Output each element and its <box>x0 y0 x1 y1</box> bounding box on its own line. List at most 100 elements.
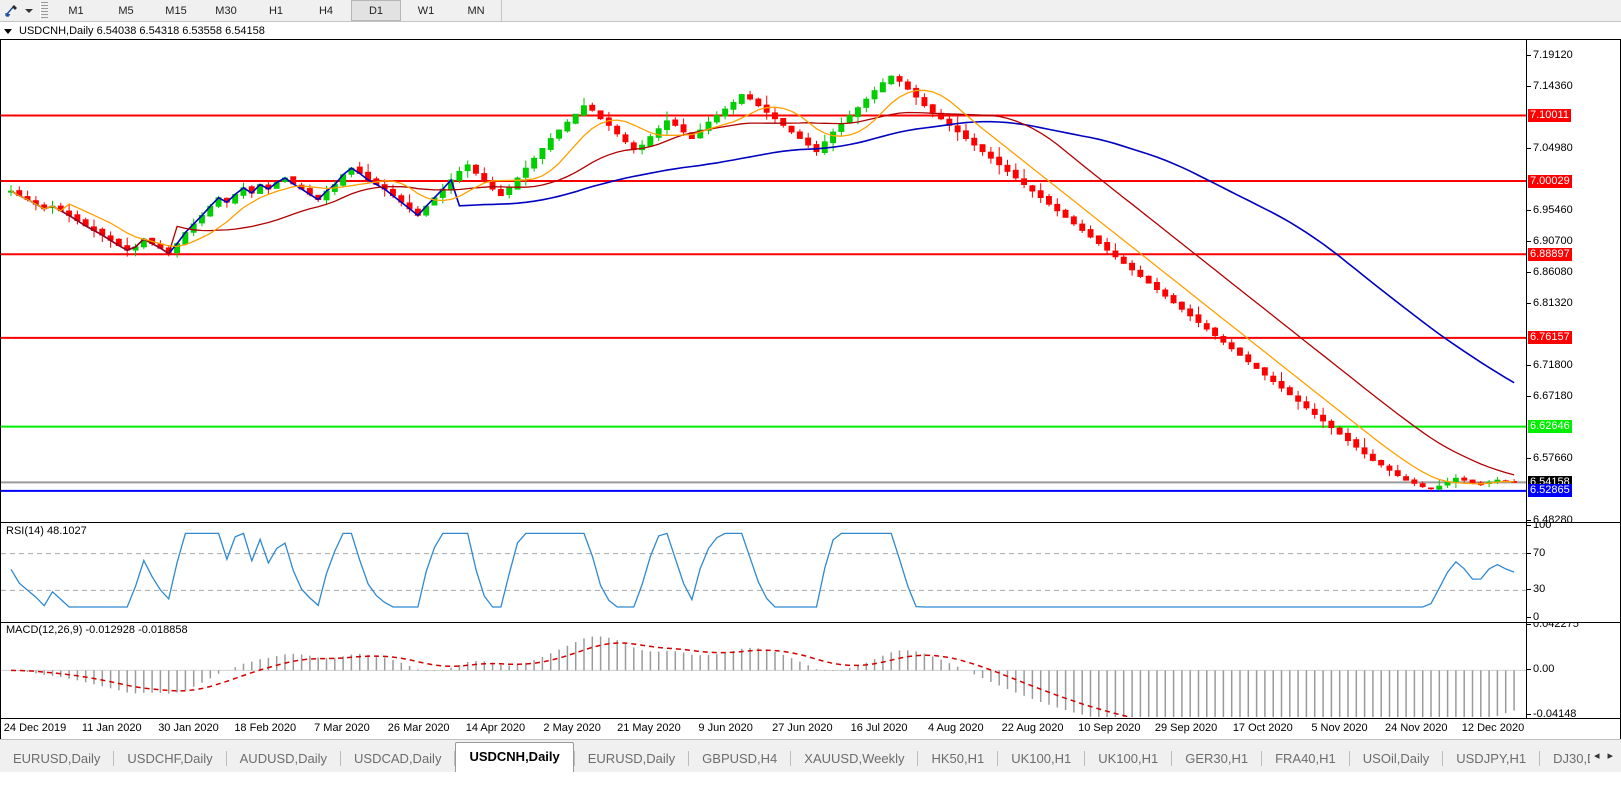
chart-tab-hk50-h1[interactable]: HK50,H1 <box>918 746 998 772</box>
time-tick-label: 24 Nov 2020 <box>1385 722 1448 734</box>
rsi-label: RSI(14) 48.1027 <box>5 525 88 537</box>
price-tick-label: 6.86080 <box>1533 265 1573 278</box>
time-tick-label: 7 Mar 2020 <box>314 722 370 734</box>
chart-tab-ger30-h1[interactable]: GER30,H1 <box>1172 746 1262 772</box>
time-tick-label: 16 Jul 2020 <box>850 722 908 734</box>
chart-tab-strip: EURUSD,Daily USDCHF,Daily AUDUSD,Daily USDC… <box>0 740 1590 772</box>
chart-tab-dj30-daily[interactable]: DJ30,Daily <box>1540 746 1590 772</box>
chart-window: USDCNH,Daily 6.54038 6.54318 6.53558 6.5… <box>0 22 1621 739</box>
tab-separator <box>997 751 999 766</box>
tab-separator <box>790 751 792 766</box>
chart-symbol-bar: USDCNH,Daily 6.54038 6.54318 6.53558 6.5… <box>0 23 1621 40</box>
price-tick-label: 6.71800 <box>1533 359 1573 372</box>
rsi-tick-label: 0 <box>1533 611 1540 623</box>
rsi-pane[interactable]: RSI(14) 48.1027 100 70 30 0 <box>0 523 1621 623</box>
tab-separator <box>1442 751 1444 766</box>
triangle-down-icon[interactable] <box>4 28 12 34</box>
chart-tab-uk100-h1[interactable]: UK100,H1 <box>1085 746 1172 772</box>
chart-tab-eurusd-daily[interactable]: EURUSD,Daily <box>574 746 689 772</box>
time-tick-label: 22 Aug 2020 <box>1001 722 1064 734</box>
chart-tab-xauusd-weekly[interactable]: XAUUSD,Weekly <box>791 746 918 772</box>
price-tick-label: 7.19120 <box>1533 48 1573 61</box>
time-tick-label: 2 May 2020 <box>543 722 601 734</box>
time-tick-label: 9 Jun 2020 <box>698 722 753 734</box>
chart-tab-bar: EURUSD,Daily USDCHF,Daily AUDUSD,Daily USDC… <box>0 739 1621 772</box>
chart-tab-eurusd-daily[interactable]: EURUSD,Daily <box>0 746 114 772</box>
price-marker-label: 7.10011 <box>1528 108 1571 122</box>
chart-tab-usdcad-daily[interactable]: USDCAD,Daily <box>341 746 455 772</box>
rsi-plot-area[interactable]: RSI(14) 48.1027 <box>1 523 1527 622</box>
rsi-tick-label: 70 <box>1533 546 1546 559</box>
timeframe-d1[interactable]: D1 <box>351 0 401 21</box>
tab-separator <box>1539 751 1541 766</box>
chart-tab-usdcnh-daily[interactable]: USDCNH,Daily <box>455 742 574 772</box>
time-tick-label: 5 Nov 2020 <box>1311 722 1368 734</box>
time-tick-label: 27 Jun 2020 <box>772 722 833 734</box>
price-tick-label: 6.48280 <box>1533 514 1573 523</box>
price-tick-label: 6.95460 <box>1533 204 1573 217</box>
price-pane[interactable]: 7.19120 7.14360 7.04980 6.95460 6.90700 6.860… <box>0 40 1621 523</box>
price-marker-label: 6.76157 <box>1528 331 1572 345</box>
timeframe-mn[interactable]: MN <box>467 4 485 17</box>
chevron-left-icon[interactable]: ◂ <box>1593 750 1600 762</box>
crosshair-cursor-icon[interactable] <box>2 1 22 21</box>
price-tick-label: 7.04980 <box>1533 141 1573 154</box>
rsi-chart-svg <box>1 532 1527 608</box>
macd-plot-area[interactable]: MACD(12,26,9) -0.012928 -0.018858 <box>1 623 1527 718</box>
time-tick-label: 24 Dec 2019 <box>3 722 67 734</box>
toolbar-drag-grip[interactable] <box>40 2 48 20</box>
macd-chart-svg <box>1 636 1527 717</box>
price-chart-svg <box>1 74 1527 492</box>
tab-separator <box>225 751 227 766</box>
tab-separator <box>454 751 456 766</box>
rsi-tick-label: 30 <box>1533 583 1546 596</box>
chevron-right-icon[interactable]: ▸ <box>1607 750 1613 762</box>
time-tick-label: 4 Aug 2020 <box>927 722 984 734</box>
tab-separator <box>1084 751 1086 766</box>
rsi-tick-label: 100 <box>1533 523 1552 531</box>
price-plot-area[interactable] <box>1 40 1527 522</box>
timeframe-h4[interactable]: H4 <box>318 4 334 17</box>
timeframe-m1[interactable]: M1 <box>68 4 84 17</box>
chart-tab-gbpusd-h4[interactable]: GBPUSD,H4 <box>689 746 791 772</box>
time-tick-label: 17 Oct 2020 <box>1232 722 1293 734</box>
macd-tick-label: 0.042275 <box>1533 623 1579 630</box>
chart-tab-usdjpy-h1[interactable]: USDJPY,H1 <box>1443 746 1540 772</box>
time-tick-label: 12 Dec 2020 <box>1461 722 1525 734</box>
macd-pane[interactable]: MACD(12,26,9) -0.012928 -0.018858 0.0422… <box>0 623 1621 719</box>
price-marker-label: 6.52865 <box>1528 484 1572 498</box>
timeframe-w1[interactable]: W1 <box>417 4 435 17</box>
tab-separator <box>573 751 575 766</box>
time-tick-label: 11 Jan 2020 <box>81 722 142 734</box>
price-marker-label: 7.00029 <box>1528 174 1572 188</box>
tab-separator <box>1171 751 1173 766</box>
toolbar-empty-area <box>502 0 1621 21</box>
macd-axis[interactable]: 0.042275 0.00 -0.04148 <box>1526 623 1620 718</box>
price-tick-label: 6.57660 <box>1533 452 1573 465</box>
timeframe-m5[interactable]: M5 <box>118 4 134 17</box>
macd-tick-label: -0.04148 <box>1533 708 1577 719</box>
timeframe-m15[interactable]: M15 <box>165 4 187 17</box>
rsi-axis[interactable]: 100 70 30 0 <box>1526 523 1620 622</box>
price-tick-label: 7.14360 <box>1533 79 1573 92</box>
price-tick-label: 6.81320 <box>1533 296 1573 309</box>
tab-scroll-controls: ◂ ▸ <box>1590 740 1621 772</box>
chart-tab-usdchf-daily[interactable]: USDCHF,Daily <box>114 746 226 772</box>
timeframe-h1[interactable]: H1 <box>268 4 284 17</box>
chart-tab-usoil-daily[interactable]: USOil,Daily <box>1349 746 1443 772</box>
price-axis[interactable]: 7.19120 7.14360 7.04980 6.95460 6.90700 6.860… <box>1526 40 1620 522</box>
price-tick-label: 6.67180 <box>1533 389 1573 402</box>
chart-tab-audusd-daily[interactable]: AUDUSD,Daily <box>226 746 341 772</box>
macd-tick-label: 0.00 <box>1533 663 1555 676</box>
tab-separator <box>113 751 115 766</box>
time-tick-label: 18 Feb 2020 <box>234 722 297 734</box>
price-marker-label: 6.62646 <box>1528 420 1572 434</box>
timeframe-m30[interactable]: M30 <box>215 4 237 17</box>
toolbar-left-group <box>0 0 38 21</box>
time-axis[interactable]: 24 Dec 2019 11 Jan 2020 30 Jan 2020 18 Feb … <box>0 719 1621 739</box>
chart-tab-fra40-h1[interactable]: FRA40,H1 <box>1262 746 1349 772</box>
time-tick-label: 21 May 2020 <box>617 722 681 734</box>
time-tick-label: 26 Mar 2020 <box>387 722 450 734</box>
chart-tab-uk100-h1[interactable]: UK100,H1 <box>998 746 1085 772</box>
cursor-dropdown-icon[interactable] <box>22 1 36 21</box>
